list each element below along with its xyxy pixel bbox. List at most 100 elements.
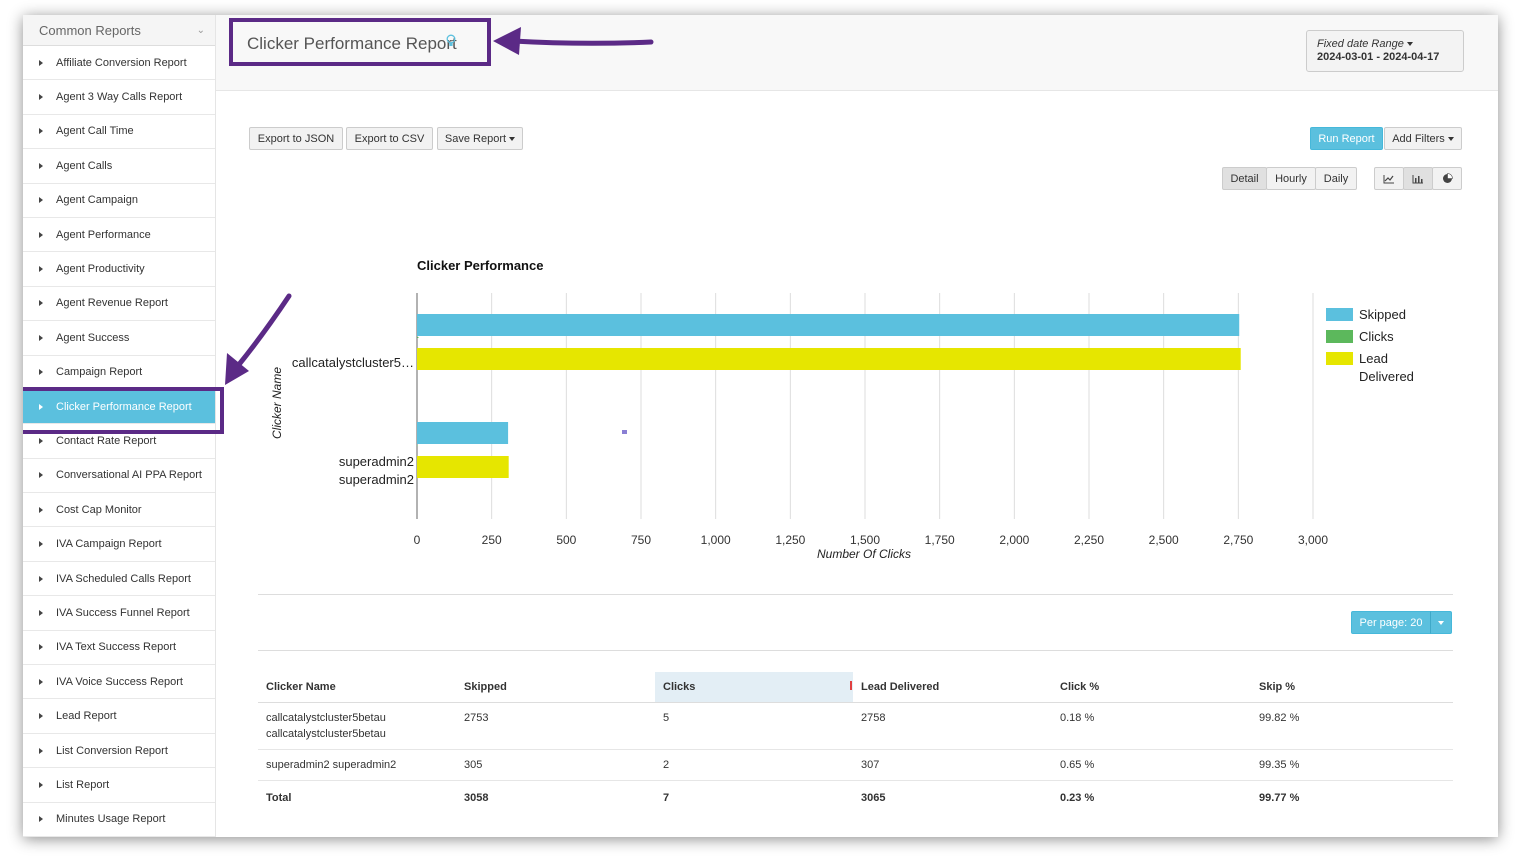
- sidebar-item-iva-text-success-report[interactable]: IVA Text Success Report: [23, 631, 215, 666]
- lightbulb-icon[interactable]: [446, 34, 456, 48]
- caret-right-icon: [39, 541, 43, 548]
- run-report-button[interactable]: Run Report: [1310, 127, 1383, 150]
- annotation-arrowhead: [225, 353, 249, 385]
- sidebar-item-list-conversion-report[interactable]: List Conversion Report: [23, 734, 215, 769]
- view-detail-button[interactable]: Detail: [1222, 167, 1267, 190]
- table-cell: 2753: [456, 702, 655, 750]
- column-header-clicks[interactable]: Clicks: [655, 672, 853, 703]
- sidebar-item-label: IVA Success Funnel Report: [56, 606, 190, 619]
- chart-bar-lead-delivered-0[interactable]: [417, 348, 1241, 370]
- chart-legend: Skipped Clicks Lead Delivered: [1326, 307, 1414, 384]
- date-range-picker[interactable]: Fixed date Range 2024-03-01 - 2024-04-17: [1306, 30, 1464, 72]
- annotation-arrowhead: [493, 27, 521, 55]
- legend-swatch-skipped[interactable]: [1326, 308, 1353, 321]
- annotation-arrow-title: [510, 38, 654, 46]
- chart-x-tick-label: 2,500: [1149, 533, 1179, 547]
- save-report-button[interactable]: Save Report: [437, 127, 523, 150]
- sidebar-header[interactable]: Common Reports ⌄: [23, 15, 215, 46]
- chart-x-tick-label: 1,250: [775, 533, 805, 547]
- sidebar-list: Affiliate Conversion Report Agent 3 Way C…: [23, 46, 215, 837]
- table-total-cell: 3058: [464, 791, 489, 804]
- legend-swatch-clicks[interactable]: [1326, 330, 1353, 343]
- sidebar-item-cost-cap-monitor[interactable]: Cost Cap Monitor: [23, 493, 215, 528]
- caret-right-icon: [39, 59, 43, 66]
- sort-icon[interactable]: [850, 681, 852, 690]
- sidebar-item-label: Campaign Report: [56, 366, 143, 379]
- caret-right-icon: [39, 266, 43, 273]
- per-page-select[interactable]: Per page: 20: [1351, 611, 1431, 634]
- table-cell: 2: [655, 749, 853, 781]
- chart-x-tick-label: 750: [631, 533, 651, 547]
- sidebar-item-iva-scheduled-calls-report[interactable]: IVA Scheduled Calls Report: [23, 562, 215, 597]
- bar-chart-button[interactable]: [1403, 167, 1433, 190]
- sidebar-item-agent-3-way-calls-report[interactable]: Agent 3 Way Calls Report: [23, 80, 215, 115]
- sidebar-item-agent-productivity[interactable]: Agent Productivity: [23, 252, 215, 287]
- sidebar-item-agent-call-time[interactable]: Agent Call Time: [23, 115, 215, 150]
- chart-bar-lead-delivered-1[interactable]: [417, 456, 509, 478]
- sidebar-item-agent-calls[interactable]: Agent Calls: [23, 149, 215, 184]
- chart-bar-clicks-1[interactable]: [417, 445, 418, 446]
- table-total-cell: 99.77 %: [1259, 791, 1300, 804]
- chart-y-axis-label: Clicker Name: [270, 367, 284, 439]
- view-hourly-button[interactable]: Hourly: [1266, 167, 1316, 190]
- sidebar-item-clicker-performance-report[interactable]: Clicker Performance Report: [23, 389, 215, 425]
- legend-swatch-lead-delivered[interactable]: [1326, 352, 1353, 365]
- column-header-skip[interactable]: Skip %: [1251, 672, 1453, 703]
- sidebar-item-label: IVA Campaign Report: [56, 538, 162, 551]
- cursor-marker: [622, 430, 627, 434]
- caret-right-icon: [39, 300, 43, 307]
- caret-right-icon: [39, 609, 43, 616]
- chart-x-tick-label: 250: [482, 533, 502, 547]
- per-page-dropdown-toggle[interactable]: [1430, 611, 1452, 634]
- chart-bar-clicks-0[interactable]: [417, 337, 419, 338]
- sidebar-item-iva-voice-success-report[interactable]: IVA Voice Success Report: [23, 665, 215, 700]
- sidebar-item-agent-campaign[interactable]: Agent Campaign: [23, 184, 215, 218]
- sidebar-item-conversational-ai-ppa-report[interactable]: Conversational AI PPA Report: [23, 459, 215, 494]
- column-header-skipped[interactable]: Skipped: [456, 672, 655, 703]
- date-range-value: 2024-03-01 - 2024-04-17: [1317, 51, 1440, 63]
- report-table: Clicker Name Skipped Clicks Lead Delivered C…: [258, 672, 1453, 813]
- column-header-click[interactable]: Click %: [1052, 672, 1251, 703]
- chart-bar-skipped-0[interactable]: [417, 314, 1240, 336]
- page-title: Clicker Performance Report: [233, 25, 481, 63]
- sidebar-item-label: Agent Revenue Report: [56, 297, 168, 310]
- view-daily-button[interactable]: Daily: [1315, 167, 1357, 190]
- line-chart-icon: [1383, 174, 1394, 183]
- sidebar-item-iva-success-funnel-report[interactable]: IVA Success Funnel Report: [23, 596, 215, 631]
- caret-down-icon: [509, 136, 516, 141]
- table-row[interactable]: callcatalystcluster5betau callcatalystcl…: [258, 702, 1453, 750]
- caret-right-icon: [39, 162, 43, 169]
- caret-down-icon: [1438, 620, 1444, 625]
- table-total-cell: Total: [266, 791, 292, 804]
- export-json-button[interactable]: Export to JSON: [249, 127, 343, 150]
- sidebar-item-contact-rate-report[interactable]: Contact Rate Report: [23, 424, 215, 459]
- add-filters-button[interactable]: Add Filters: [1384, 127, 1462, 150]
- table-cell: 307: [853, 749, 1052, 781]
- sidebar-item-agent-success[interactable]: Agent Success: [23, 321, 215, 356]
- export-csv-button[interactable]: Export to CSV: [346, 127, 433, 150]
- sidebar-item-agent-revenue-report[interactable]: Agent Revenue Report: [23, 287, 215, 322]
- table-total-cell: 7: [663, 791, 670, 804]
- caret-right-icon: [39, 197, 43, 204]
- sidebar-item-list-report[interactable]: List Report: [23, 768, 215, 803]
- chart-bars: [417, 314, 1241, 478]
- sidebar-item-label: IVA Scheduled Calls Report: [56, 572, 191, 585]
- pie-chart-button[interactable]: [1432, 167, 1462, 190]
- column-header-lead-delivered[interactable]: Lead Delivered: [853, 672, 1052, 703]
- column-header-clicker-name[interactable]: Clicker Name: [258, 672, 456, 703]
- sidebar-item-agent-performance[interactable]: Agent Performance: [23, 218, 215, 253]
- table-row[interactable]: superadmin2 superadmin2 305 2 307 0.65 % 99.3…: [258, 749, 1453, 781]
- sidebar-item-affiliate-conversion-report[interactable]: Affiliate Conversion Report: [23, 46, 215, 81]
- chart-bar-skipped-1[interactable]: [417, 422, 509, 444]
- chart-x-tick-label: 3,000: [1298, 533, 1328, 547]
- caret-right-icon: [39, 575, 43, 582]
- divider: [258, 594, 1453, 595]
- sidebar-item-iva-campaign-report[interactable]: IVA Campaign Report: [23, 527, 215, 562]
- table-cell: 99.35 %: [1251, 749, 1453, 781]
- sidebar-item-minutes-usage-report[interactable]: Minutes Usage Report: [23, 803, 215, 837]
- table-cell: 0.18 %: [1052, 702, 1251, 750]
- sidebar-item-lead-report[interactable]: Lead Report: [23, 699, 215, 734]
- table-cell: 5: [655, 702, 853, 750]
- caret-down-icon: [1447, 136, 1454, 141]
- caret-right-icon: [39, 747, 43, 754]
